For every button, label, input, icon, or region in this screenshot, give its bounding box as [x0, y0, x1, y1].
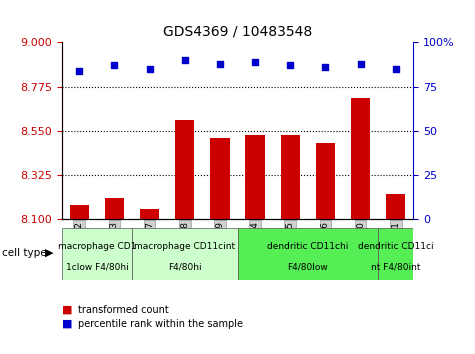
Text: macrophage CD11cint: macrophage CD11cint	[134, 242, 235, 251]
Bar	[316, 143, 335, 219]
Text: ▶: ▶	[45, 248, 54, 258]
Bar	[62, 228, 132, 280]
Text: cell type: cell type	[2, 248, 47, 258]
Point	[111, 63, 118, 68]
Bar	[378, 228, 413, 280]
Point	[322, 64, 329, 70]
Bar	[132, 228, 238, 280]
Text: 1clow F4/80hi: 1clow F4/80hi	[66, 262, 128, 271]
Point	[392, 66, 399, 72]
Text: percentile rank within the sample: percentile rank within the sample	[78, 319, 243, 329]
Text: dendritic CD11ci: dendritic CD11ci	[358, 242, 434, 251]
Point	[251, 59, 259, 65]
Bar	[175, 120, 194, 219]
Point	[76, 68, 83, 74]
Bar	[105, 198, 124, 219]
Point	[357, 61, 364, 67]
Text: F4/80hi: F4/80hi	[168, 262, 201, 271]
Bar	[386, 194, 405, 219]
Text: transformed count: transformed count	[78, 305, 169, 315]
Point	[181, 57, 189, 63]
Point	[146, 66, 153, 72]
Text: nt F4/80int: nt F4/80int	[371, 262, 420, 271]
Text: ■: ■	[62, 319, 72, 329]
Bar	[70, 205, 89, 219]
Bar	[210, 138, 229, 219]
Text: macrophage CD1: macrophage CD1	[58, 242, 136, 251]
Bar	[246, 135, 265, 219]
Bar	[238, 228, 378, 280]
Bar	[140, 209, 159, 219]
Point	[216, 61, 224, 67]
Bar	[351, 98, 370, 219]
Text: ■: ■	[62, 305, 72, 315]
Point	[286, 63, 294, 68]
Title: GDS4369 / 10483548: GDS4369 / 10483548	[163, 24, 312, 39]
Text: F4/80low: F4/80low	[287, 262, 328, 271]
Text: dendritic CD11chi: dendritic CD11chi	[267, 242, 349, 251]
Bar	[281, 135, 300, 219]
